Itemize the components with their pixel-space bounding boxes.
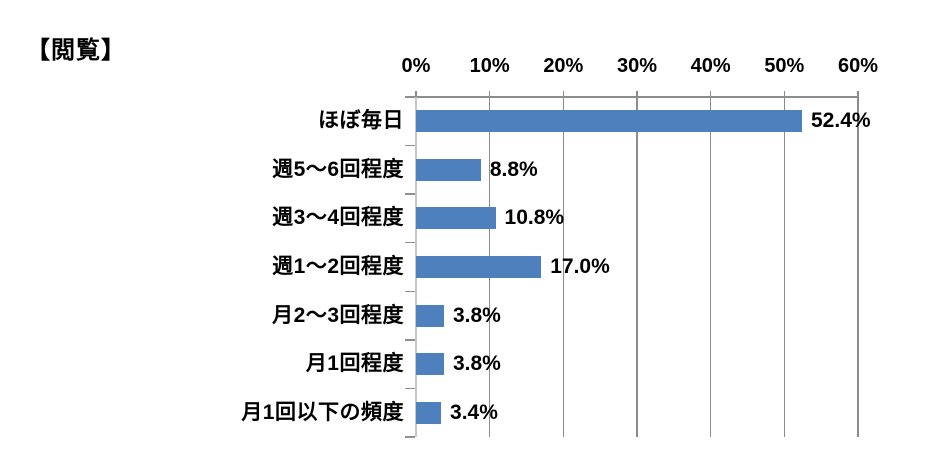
value-label: 8.8% (489, 157, 538, 181)
chart-title: 【閲覧】 (26, 37, 126, 64)
category-axis-tick (405, 96, 415, 98)
category-axis-tick (405, 193, 415, 195)
bar (416, 401, 442, 424)
category-axis-line (415, 97, 417, 437)
category-label: 週1～2回程度 (272, 255, 404, 278)
x-axis-tick-label: 50% (764, 55, 805, 77)
x-axis-tick-label: 0% (401, 55, 431, 77)
category-label: 月2～3回程度 (272, 303, 404, 327)
category-axis-tick (405, 290, 415, 293)
x-axis-tick (783, 91, 786, 104)
category-axis-tick (405, 144, 415, 147)
value-label: 3.8% (452, 352, 501, 376)
gridline (636, 97, 638, 437)
value-label: 3.4% (450, 400, 498, 424)
value-label: 52.4% (811, 109, 871, 133)
bar (416, 304, 444, 327)
category-label: 月1回程度 (305, 352, 404, 376)
x-axis-tick-label: 40% (690, 55, 731, 77)
gridline (709, 97, 712, 437)
bar (416, 207, 496, 230)
x-axis-tick-label: 60% (837, 55, 879, 77)
category-label: ほぼ毎日 (318, 109, 404, 133)
category-label: 週5～6回程度 (272, 157, 404, 181)
category-label: 月1回以下の頻度 (241, 400, 404, 424)
value-label: 10.8% (504, 206, 565, 230)
gridline (562, 97, 565, 437)
category-axis-tick (405, 241, 415, 244)
x-axis-tick-label: 10% (469, 55, 510, 77)
bar (416, 158, 481, 181)
bar (416, 353, 444, 376)
x-axis-tick (562, 91, 565, 104)
value-axis-line (415, 96, 859, 98)
value-label: 3.8% (452, 303, 501, 327)
x-axis-tick (488, 91, 491, 104)
x-axis-tick-label: 20% (543, 55, 584, 77)
x-axis-tick (636, 91, 638, 104)
category-axis-tick (405, 436, 415, 438)
x-axis-tick (857, 91, 859, 104)
gridline (857, 97, 859, 437)
bar (416, 110, 802, 133)
category-label: 週3～4回程度 (272, 206, 404, 230)
gridline (783, 97, 786, 437)
value-label: 17.0% (550, 255, 610, 278)
bar (416, 256, 542, 278)
x-axis-tick-label: 30% (616, 55, 658, 77)
category-axis-tick (405, 387, 415, 390)
category-axis-tick (405, 339, 415, 341)
x-axis-tick (709, 91, 712, 104)
